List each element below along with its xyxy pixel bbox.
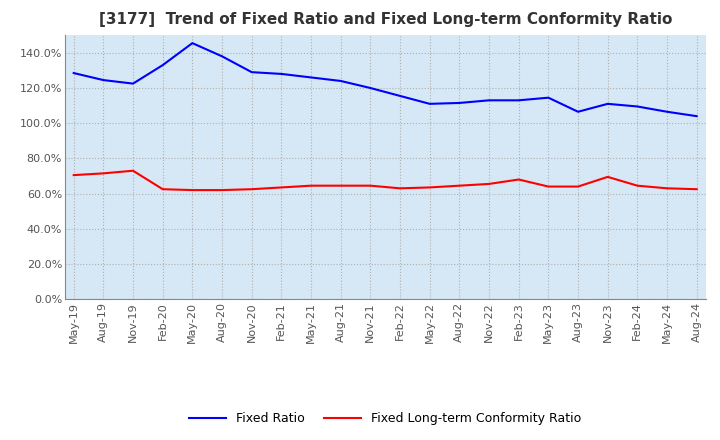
Fixed Ratio — [662, 109, 671, 114]
Fixed Ratio — [69, 70, 78, 76]
Fixed Long-term Conformity Ratio — [693, 187, 701, 192]
Title: [3177]  Trend of Fixed Ratio and Fixed Long-term Conformity Ratio: [3177] Trend of Fixed Ratio and Fixed Lo… — [99, 12, 672, 27]
Fixed Long-term Conformity Ratio — [248, 187, 256, 192]
Legend: Fixed Ratio, Fixed Long-term Conformity Ratio: Fixed Ratio, Fixed Long-term Conformity … — [184, 407, 587, 430]
Fixed Long-term Conformity Ratio — [69, 172, 78, 178]
Fixed Long-term Conformity Ratio — [366, 183, 374, 188]
Fixed Long-term Conformity Ratio — [99, 171, 108, 176]
Fixed Ratio — [485, 98, 493, 103]
Fixed Long-term Conformity Ratio — [217, 187, 226, 193]
Fixed Ratio — [366, 85, 374, 91]
Fixed Long-term Conformity Ratio — [514, 177, 523, 182]
Fixed Long-term Conformity Ratio — [426, 185, 434, 190]
Fixed Ratio — [544, 95, 553, 100]
Fixed Long-term Conformity Ratio — [307, 183, 315, 188]
Line: Fixed Long-term Conformity Ratio: Fixed Long-term Conformity Ratio — [73, 171, 697, 190]
Fixed Long-term Conformity Ratio — [158, 187, 167, 192]
Fixed Long-term Conformity Ratio — [485, 181, 493, 187]
Fixed Ratio — [574, 109, 582, 114]
Fixed Long-term Conformity Ratio — [396, 186, 405, 191]
Fixed Ratio — [217, 54, 226, 59]
Fixed Ratio — [99, 77, 108, 83]
Fixed Long-term Conformity Ratio — [662, 186, 671, 191]
Fixed Long-term Conformity Ratio — [336, 183, 345, 188]
Fixed Ratio — [188, 40, 197, 46]
Fixed Ratio — [307, 75, 315, 80]
Fixed Ratio — [158, 62, 167, 68]
Fixed Ratio — [336, 78, 345, 84]
Fixed Ratio — [603, 101, 612, 106]
Fixed Ratio — [455, 100, 464, 106]
Line: Fixed Ratio: Fixed Ratio — [73, 43, 697, 116]
Fixed Ratio — [426, 101, 434, 106]
Fixed Ratio — [693, 114, 701, 119]
Fixed Long-term Conformity Ratio — [603, 174, 612, 180]
Fixed Long-term Conformity Ratio — [633, 183, 642, 188]
Fixed Ratio — [277, 71, 286, 77]
Fixed Ratio — [129, 81, 138, 86]
Fixed Long-term Conformity Ratio — [129, 168, 138, 173]
Fixed Long-term Conformity Ratio — [574, 184, 582, 189]
Fixed Ratio — [633, 104, 642, 109]
Fixed Ratio — [248, 70, 256, 75]
Fixed Long-term Conformity Ratio — [544, 184, 553, 189]
Fixed Long-term Conformity Ratio — [277, 185, 286, 190]
Fixed Ratio — [514, 98, 523, 103]
Fixed Long-term Conformity Ratio — [455, 183, 464, 188]
Fixed Ratio — [396, 93, 405, 99]
Fixed Long-term Conformity Ratio — [188, 187, 197, 193]
